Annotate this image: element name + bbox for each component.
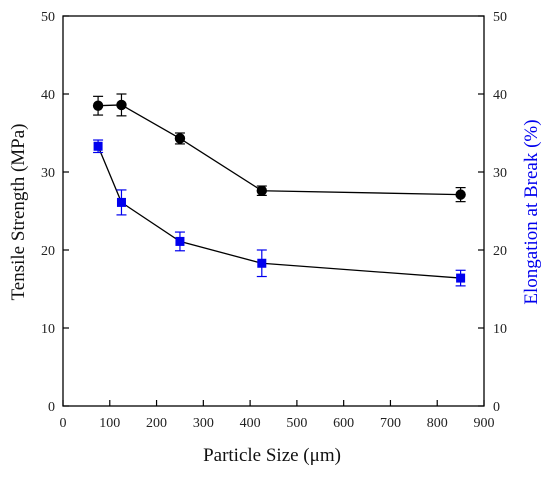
x-tick-label: 700 — [380, 416, 401, 431]
x-tick-label: 200 — [146, 416, 167, 431]
x-tick-label: 600 — [333, 416, 354, 431]
right-axis-title: Elongation at Break (%) — [521, 119, 542, 304]
plot-border — [62, 15, 485, 407]
x-axis: 0 100 200 300 400 500 600 700 800 900 — [60, 400, 495, 431]
x-tick-label: 500 — [286, 416, 307, 431]
series-2 — [93, 139, 466, 287]
x-tick-label: 900 — [474, 416, 495, 431]
x-tick-label: 800 — [427, 416, 448, 431]
series-line — [98, 104, 461, 196]
data-point — [92, 100, 104, 111]
data-point — [257, 258, 267, 268]
x-tick-label: 100 — [99, 416, 120, 431]
data-point — [455, 189, 466, 200]
y-tick-label: 0 — [48, 400, 55, 415]
data-point — [456, 273, 466, 283]
y2-tick-label: 20 — [493, 244, 507, 259]
data-point — [175, 236, 185, 246]
y2-tick-label: 0 — [493, 400, 500, 415]
left-axis: 0 10 20 30 40 50 — [41, 10, 69, 415]
series-line — [97, 146, 461, 279]
data-point — [116, 99, 127, 111]
y2-tick-label: 40 — [493, 88, 507, 103]
series-1 — [92, 93, 466, 203]
y-tick-label: 10 — [41, 322, 55, 337]
x-tick-label: 400 — [240, 416, 261, 431]
x-tick-label: 0 — [60, 416, 67, 431]
y-tick-label: 40 — [41, 88, 55, 103]
right-axis: 0 10 20 30 40 50 — [478, 10, 507, 415]
y-tick-label: 30 — [41, 166, 55, 181]
plot-frame — [62, 15, 485, 407]
data-point — [174, 133, 186, 144]
y-tick-label: 50 — [41, 10, 55, 25]
series-layer — [92, 93, 466, 287]
x-tick-label: 300 — [193, 416, 214, 431]
left-axis-title: Tensile Strength (MPa) — [8, 123, 29, 300]
y2-tick-label: 10 — [493, 322, 507, 337]
y-tick-label: 20 — [41, 244, 55, 259]
data-point — [256, 185, 268, 196]
data-point — [93, 141, 103, 151]
y2-tick-label: 50 — [493, 10, 507, 25]
data-point — [116, 197, 126, 207]
x-axis-title: Particle Size (μm) — [203, 445, 341, 466]
y2-tick-label: 30 — [493, 166, 507, 181]
